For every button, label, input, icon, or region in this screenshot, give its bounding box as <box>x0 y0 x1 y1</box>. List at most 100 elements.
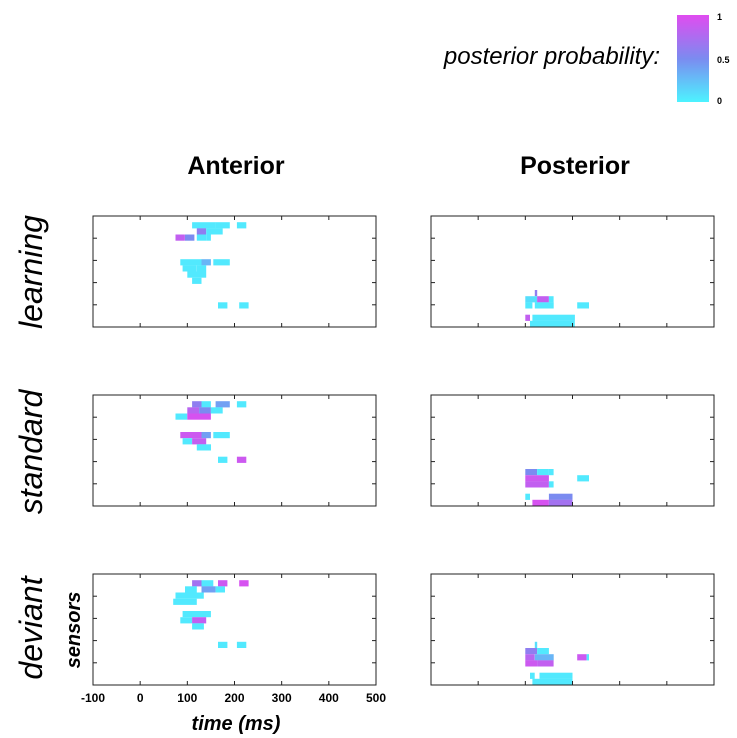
heatmap-cell <box>201 401 211 408</box>
heatmap-cell <box>185 586 197 593</box>
heatmap-cell <box>201 432 211 439</box>
heatmap-cell <box>201 586 216 593</box>
heatmap-cell <box>537 660 554 667</box>
panel-frame <box>92 215 377 328</box>
heatmap-cell <box>213 432 230 439</box>
panel-standard-anterior <box>92 394 377 507</box>
x-tick-label: 0 <box>137 691 144 705</box>
heatmap-cell <box>218 580 228 587</box>
heatmap-cell <box>187 413 211 420</box>
heatmap-cell <box>175 234 185 241</box>
heatmap-cell <box>215 222 230 229</box>
heatmap-cell <box>192 401 202 408</box>
heatmap-cell <box>206 228 223 235</box>
heatmap-cell <box>577 475 589 482</box>
heatmap-cell <box>218 456 228 463</box>
heatmap-cell <box>577 654 587 661</box>
colorbar-label: posterior probability: <box>443 43 660 70</box>
heatmap-cell <box>175 413 188 420</box>
heatmap-cell <box>180 259 202 266</box>
heatmap-cell <box>236 456 247 463</box>
colorbar-tick-min: 0 <box>717 96 722 106</box>
heatmap-cell <box>215 401 230 408</box>
heatmap-cell <box>192 222 216 229</box>
panel-deviant-anterior <box>92 573 377 686</box>
heatmap-cell <box>199 407 211 414</box>
heatmap-cell <box>236 222 247 229</box>
heatmap-cell <box>530 672 535 679</box>
colorbar-tick-max: 1 <box>717 12 722 22</box>
colorbar-gradient <box>677 15 709 102</box>
heatmap-cell <box>236 641 247 648</box>
heatmap-cell <box>532 678 573 685</box>
heatmap-cell <box>525 660 538 667</box>
heatmap-cell <box>192 438 207 445</box>
heatmap-cell <box>213 259 230 266</box>
panel-frame <box>92 394 377 507</box>
x-tick-label: 500 <box>366 691 386 705</box>
heatmap-cell <box>525 469 538 476</box>
panel-frame <box>430 573 715 686</box>
heatmap-cell <box>537 296 549 303</box>
heatmap-cell <box>534 641 538 648</box>
heatmap-cell <box>239 302 249 309</box>
panel-standard-posterior <box>430 394 715 507</box>
panel-learning-anterior <box>92 215 377 328</box>
heatmap-cell <box>525 493 530 500</box>
heatmap-cell <box>532 314 575 321</box>
column-title-posterior: Posterior <box>520 152 630 180</box>
heatmap-cell <box>548 493 573 500</box>
heatmap-cell <box>586 654 589 661</box>
heatmap-cell <box>196 234 207 241</box>
heatmap-cell <box>187 407 200 414</box>
panel-deviant-posterior <box>430 573 715 686</box>
heatmap-cell <box>525 475 549 482</box>
heatmap-panels: -100 0 100 200 300 400 500 <box>81 215 715 705</box>
x-axis-label: time (ms) <box>192 713 281 735</box>
heatmap-cell <box>548 481 554 488</box>
heatmap-cell <box>210 407 223 414</box>
row-label-standard: standard <box>13 389 49 515</box>
heatmap-cell <box>182 438 192 445</box>
row-label-learning: learning <box>13 215 49 329</box>
y-axis-label: sensors <box>63 592 85 669</box>
heatmap-cell <box>182 265 197 272</box>
heatmap-cell <box>532 499 549 506</box>
heatmap-cell <box>196 228 207 235</box>
heatmap-cell <box>192 617 207 624</box>
heatmap-cell <box>196 444 211 451</box>
heatmap-cell <box>525 302 533 309</box>
panel-frame <box>92 573 377 686</box>
heatmap-cell <box>182 611 211 618</box>
heatmap-cell <box>206 234 211 241</box>
colorbar-tick-mid: 0.5 <box>717 55 730 65</box>
heatmap-cell <box>201 259 211 266</box>
heatmap-cell <box>239 580 249 587</box>
x-tick-label: 300 <box>272 691 292 705</box>
heatmap-cell <box>534 654 554 661</box>
heatmap-cell <box>534 302 554 309</box>
heatmap-cell <box>175 592 204 599</box>
heatmap-cell <box>185 234 195 241</box>
heatmap-cell <box>236 401 247 408</box>
heatmap-cell <box>192 580 202 587</box>
heatmap-cell <box>525 481 549 488</box>
heatmap-cell <box>537 648 549 655</box>
heatmap-cell <box>539 672 573 679</box>
x-tick-label: 200 <box>224 691 244 705</box>
panel-learning-posterior <box>430 215 715 328</box>
panel-frame <box>430 394 715 507</box>
heatmap-cell <box>548 499 573 506</box>
heatmap-cell <box>201 580 214 587</box>
heatmap-cell <box>180 617 193 624</box>
heatmap-cell <box>215 586 225 593</box>
colorbar: posterior probability: 1 0.5 0 <box>443 12 730 106</box>
heatmap-cell <box>187 271 207 278</box>
heatmap-cell <box>548 469 554 476</box>
heatmap-cell <box>525 314 530 321</box>
heatmap-cell <box>196 265 207 272</box>
heatmap-cell <box>218 641 228 648</box>
heatmap-cell <box>525 648 538 655</box>
heatmap-cell <box>192 623 204 630</box>
